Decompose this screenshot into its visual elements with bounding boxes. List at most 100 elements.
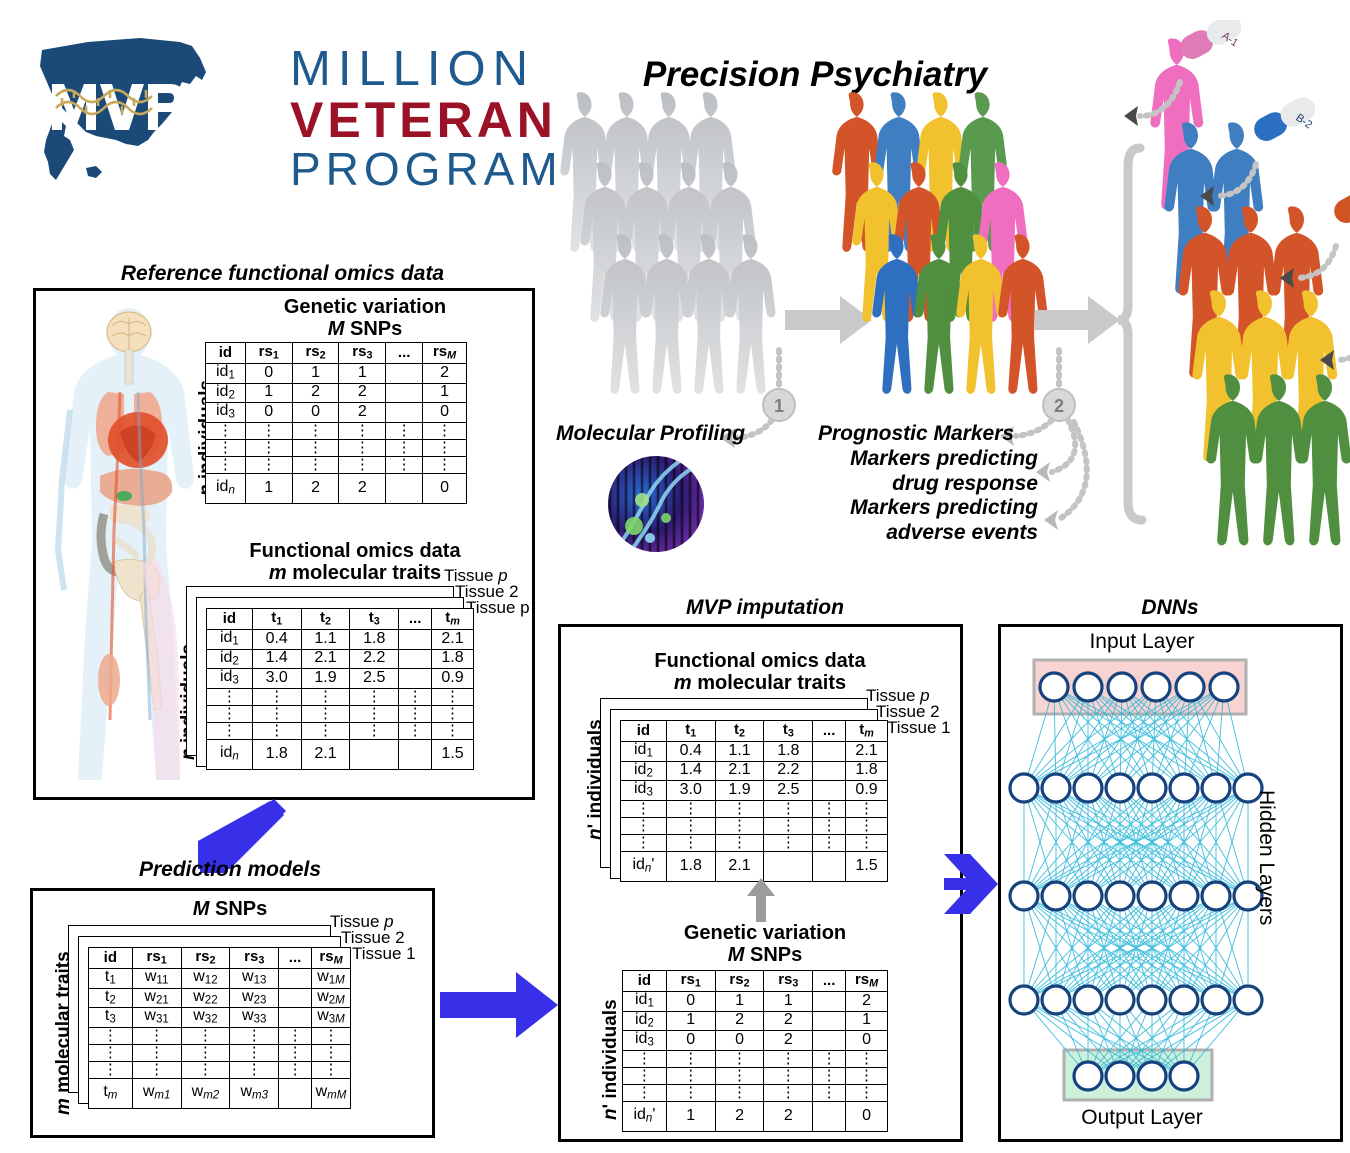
col-tm: tm [845,720,888,742]
table-row: id1 0 1 1 2 [205,363,467,384]
ref-genetic-heading-italic: M [327,318,345,341]
table-row-dots: ⋮ ⋮ ⋮ ⋮ ⋮ ⋮ [620,816,888,835]
outcome-label-3: Markers predicting [850,496,1038,520]
table-row: id3 3.0 1.9 2.5 0.9 [206,668,474,689]
pill-arrow-D4 [1333,354,1350,363]
col-rsM: rsM [845,970,888,992]
col-rs2: rs2 [714,970,765,992]
imp-tissue-label-1: Tissue 1 [887,718,951,737]
prediction-panel [30,888,435,1138]
table-row-dots: ⋮ ⋮ ⋮ ⋮ ⋮ ⋮ [620,833,888,852]
imputation-genetic-table: id rs1 rs2 rs3 ... rsM id1 0 1 1 2 id2 1 2 2 1 i… [622,970,888,1132]
flow-arrow-1 [785,296,872,344]
table-row: t1 w11 w12 w13 w1M [88,968,352,989]
reference-panel [33,288,535,800]
pred-tissue-label-2: Tissue 2 [341,928,405,947]
ref-genetic-heading-line1: Genetic variation [283,296,447,318]
outcome-label-2: drug response [892,471,1038,495]
table-row: id2 1.4 2.1 2.2 1.8 [206,648,474,669]
output-layer-label: Output Layer [1081,1106,1203,1129]
pill-A-1: A-1 [1180,20,1242,59]
table-row-dots: ⋮ ⋮ ⋮ ⋮ ⋮ ⋮ [88,1043,352,1062]
step-2-number: 2 [1054,396,1064,416]
reference-panel-title: Reference functional omics data [120,262,445,285]
table-row: id2 1 2 2 1 [205,382,467,403]
imp-genetic-heading-italic: M [727,944,745,967]
human-anatomy-icon [54,308,195,780]
ref-omics-heading: Functional omics data m molecular traits [190,540,520,585]
ref-omics-heading-rest: molecular traits [286,562,442,585]
table-row-dots: ⋮ ⋮ ⋮ ⋮ ⋮ ⋮ [622,1049,888,1068]
prediction-heading-italic: M [192,898,210,920]
ref-tissue-label-p: Tissue p [444,566,508,585]
imp-genetic-heading-rest: SNPs [744,944,803,967]
pill-arrow-B2 [1213,161,1259,199]
arrow-genetic-to-omics [747,878,775,922]
table-row-dots: ⋮ ⋮ ⋮ ⋮ ⋮ ⋮ [622,1066,888,1085]
table-row: idn 1 2 2 0 [205,472,467,504]
dnn-panel-title: DNNs [1141,596,1199,619]
table-row-dots: ⋮ ⋮ ⋮ ⋮ ⋮ ⋮ [205,438,467,457]
output-layer-nodes [1072,1060,1200,1092]
gray-population-crowd [560,92,776,394]
hidden-layers-label: Hidden Layers [1255,790,1278,926]
arrow-imputation-to-dnn [944,854,998,914]
col-rsM: rsM [422,342,467,364]
molecular-profiling-icon [608,456,704,552]
ref-omics-table: id t1 t2 t3 ... tm id1 0.4 1.1 1.8 2.1 id2 1.… [206,608,474,770]
step-1-callout: 1 [720,347,796,448]
table-row-dots: ⋮ ⋮ ⋮ ⋮ ⋮ ⋮ [205,421,467,440]
table-row-dots: ⋮ ⋮ ⋮ ⋮ ⋮ ⋮ [622,1083,888,1102]
imp-omics-heading: Functional omics data m molecular traits [590,650,930,695]
mvp-wordmark: MILLION VETERAN PROGRAM [290,42,558,193]
outcome-labels-group: Prognostic Markers Markers predicting dr… [818,422,1038,546]
input-layer-label: Input Layer [1089,630,1195,653]
outcome-label-0: Prognostic Markers [818,422,1015,445]
pred-tissue-label-1: Tissue 1 [352,944,416,963]
col-ellipsis: ... [812,720,847,742]
input-layer-nodes [1038,671,1240,703]
table-row: t2 w21 w22 w23 w2M [88,987,352,1008]
col-ellipsis: ... [278,947,312,969]
pill-B-2: B-2 [1254,97,1316,141]
imp-genetic-row-axis-label: n' individuals [600,999,621,1120]
mvp-logo [30,28,260,203]
ref-omics-heading-italic: m [268,562,287,585]
table-row: idn' 1.8 2.1 1.5 [620,850,888,882]
table-row-dots: ⋮ ⋮ ⋮ ⋮ ⋮ ⋮ [206,687,474,706]
arrow-prediction-to-imputation [440,972,558,1038]
table-row: idn' 1 2 2 0 [622,1100,888,1132]
table-row: id2 1 2 2 1 [622,1010,888,1031]
col-rs1: rs1 [244,342,293,364]
table-row: idn 1.8 2.1 1.5 [206,738,474,770]
dnn-panel [998,624,1343,1142]
table-row-dots: ⋮ ⋮ ⋮ ⋮ ⋮ ⋮ [206,704,474,723]
table-header-row: id rs1 rs2 rs3 ... rsM [622,970,888,992]
step-2-callout: 2 [1000,347,1090,530]
ref-tissue-label-1: Tissue p [466,598,530,617]
col-t3: t3 [763,720,814,742]
stratification-brace [1117,143,1147,525]
wordmark-line-million: MILLION [290,42,536,96]
col-id: id [622,970,667,992]
table-row: id3 3.0 1.9 2.5 0.9 [620,780,888,801]
col-id: id [88,947,133,969]
ref-genetic-heading-rest: SNPs [344,318,403,341]
col-rs2: rs2 [180,947,231,969]
table-header-row: id rs1 rs2 rs3 ... rsM [88,947,352,969]
ref-tissue-label-2: Tissue 2 [455,582,519,601]
table-row-dots: ⋮ ⋮ ⋮ ⋮ ⋮ ⋮ [206,721,474,740]
table-row: t3 w31 w32 w33 w3M [88,1007,352,1028]
col-t2: t2 [714,720,765,742]
col-id: id [620,720,667,742]
outcome-label-1: Markers predicting [850,446,1038,470]
table-row: id1 0.4 1.1 1.8 2.1 [620,741,888,762]
col-rs2: rs2 [291,342,340,364]
imp-omics-heading-line1: Functional omics data [654,650,866,672]
hidden-layer-3-nodes [1008,984,1264,1016]
hidden-layer-1-nodes [1008,772,1264,804]
stratified-groups [1150,38,1350,546]
col-id: id [206,608,253,630]
pill-C-3: C-3 [1334,194,1350,223]
table-header-row: id rs1 rs2 rs3 ... rsM [205,342,467,364]
